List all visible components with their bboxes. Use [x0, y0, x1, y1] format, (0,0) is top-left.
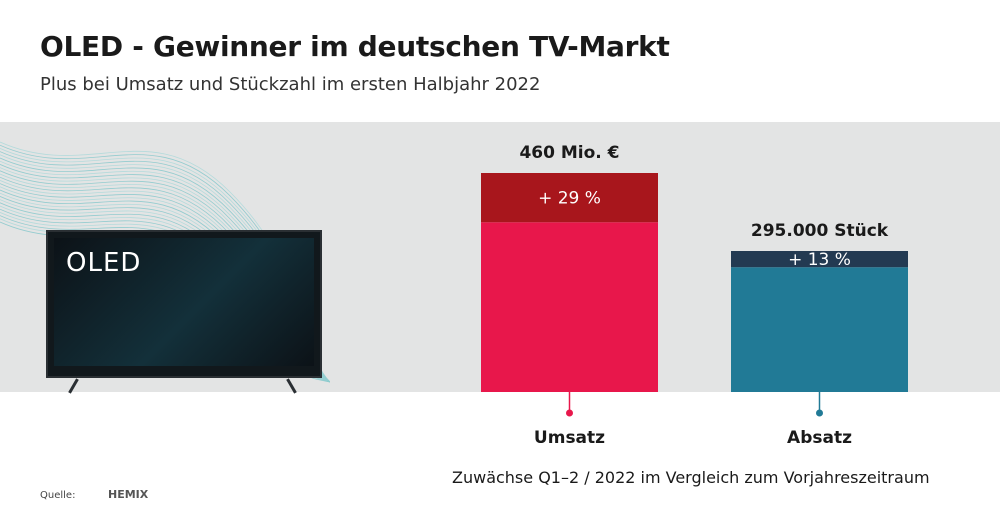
- page-title: OLED - Gewinner im deutschen TV-Markt: [40, 30, 670, 63]
- bar-base-umsatz: [481, 222, 658, 392]
- category-label-umsatz: Umsatz: [534, 428, 605, 448]
- category-label-absatz: Absatz: [787, 428, 852, 448]
- tv-screen: OLED: [54, 238, 314, 366]
- page-subtitle: Plus bei Umsatz und Stückzahl im ersten …: [40, 74, 541, 95]
- category-dot-umsatz: [566, 409, 573, 417]
- total-label-absatz: 295.000 Stück: [751, 221, 889, 241]
- growth-label-umsatz: + 29 %: [538, 189, 601, 209]
- source-brand: HEMIX: [108, 488, 149, 501]
- source-label: Quelle:: [40, 490, 76, 501]
- tv-label: OLED: [66, 248, 142, 278]
- bar-growth-absatz: [731, 251, 908, 268]
- category-dot-absatz: [816, 409, 823, 417]
- bar-growth-umsatz: [481, 173, 658, 223]
- tv-illustration: OLED: [46, 230, 322, 378]
- total-label-umsatz: 460 Mio. €: [519, 143, 619, 163]
- chart-footnote: Zuwächse Q1–2 / 2022 im Vergleich zum Vo…: [452, 468, 930, 487]
- bar-base-absatz: [731, 267, 908, 392]
- growth-label-absatz: + 13 %: [788, 250, 851, 270]
